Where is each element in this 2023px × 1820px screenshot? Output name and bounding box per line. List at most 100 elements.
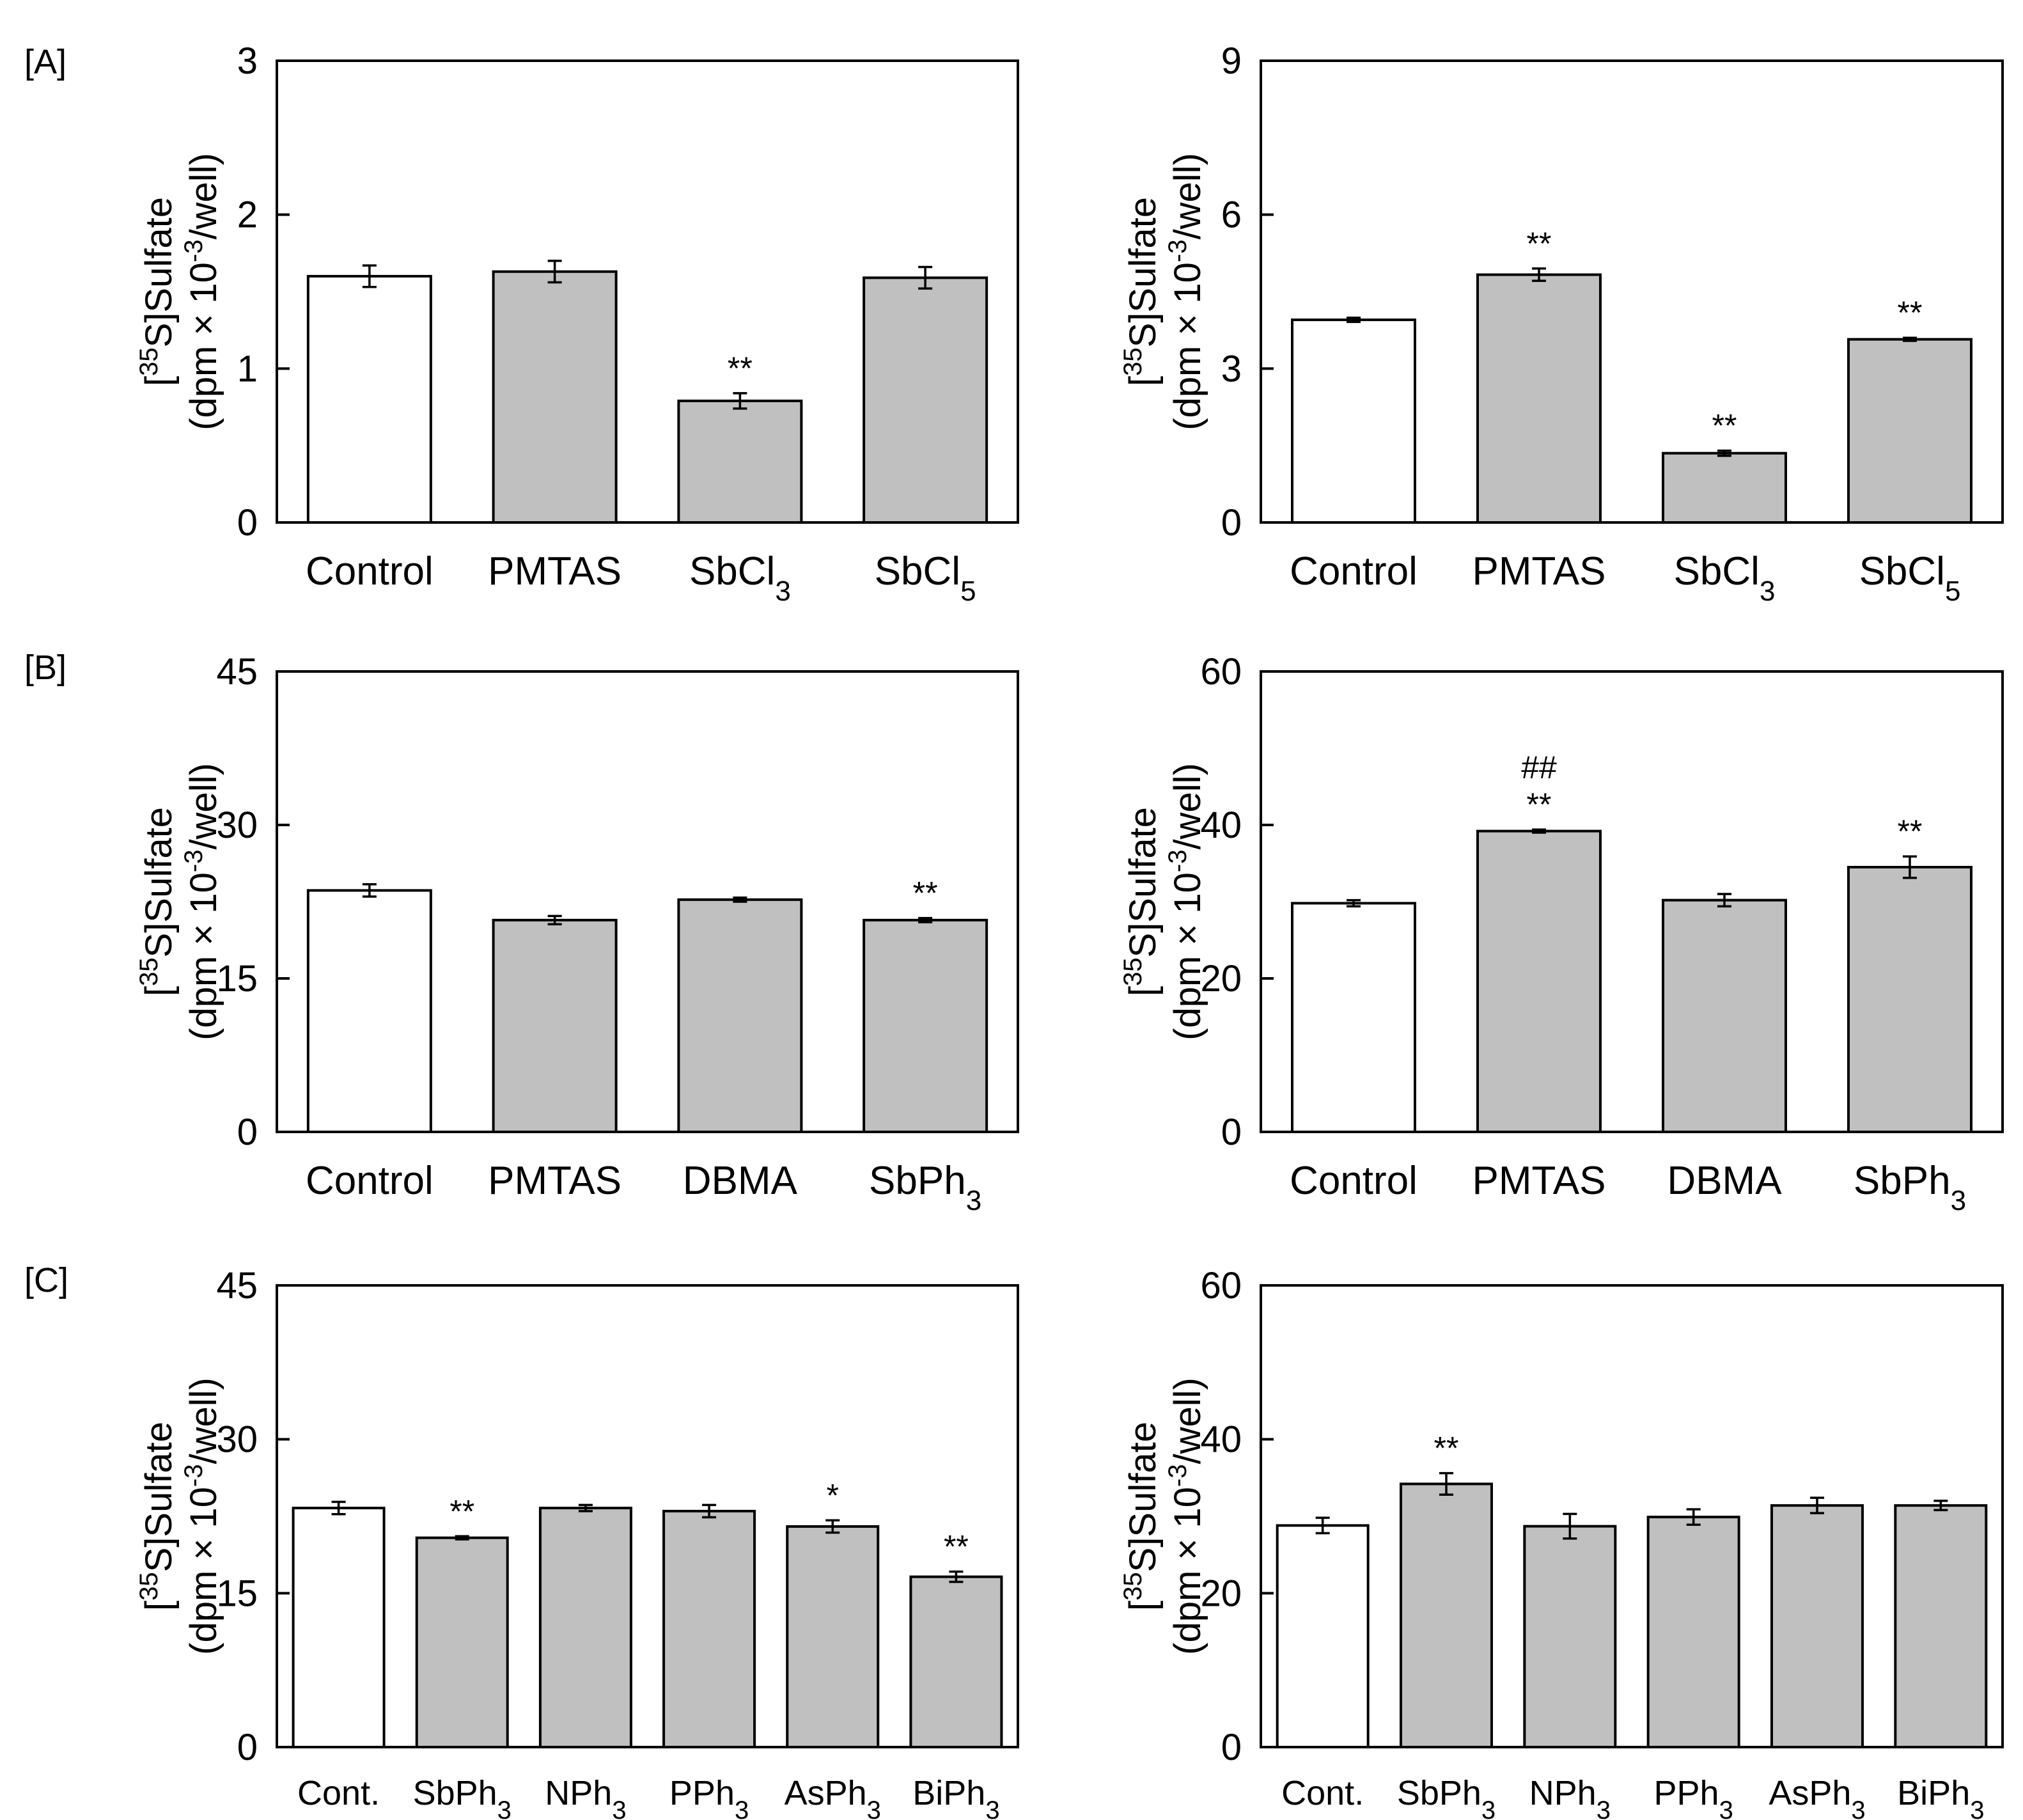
ylabel-superscript: 35: [1119, 347, 1147, 376]
y-tick-label: 0: [1221, 502, 1242, 544]
bar-sbph3: [1847, 866, 1972, 1133]
plot-frame: [276, 1284, 1019, 1748]
y-tick-label: 6: [1221, 194, 1242, 236]
panel-label: [B]: [24, 648, 66, 687]
x-category-label: AsPh3: [785, 1774, 881, 1820]
y-tick-label: 0: [1221, 1727, 1242, 1768]
panel-label: [A]: [24, 43, 66, 81]
significance-marker: **: [1712, 408, 1737, 444]
ylabel-text: S]Sulfate: [1122, 807, 1164, 957]
y-tick-label: 3: [237, 40, 258, 82]
error-bar: [1532, 828, 1546, 834]
category-name: PMTAS: [1472, 1159, 1606, 1203]
ylabel-text: S]Sulfate: [138, 1422, 180, 1572]
ylabel-superscript: 35: [1119, 1572, 1147, 1601]
significance-marker: **: [1527, 787, 1552, 822]
y-axis-label-units: (dpm × 10-3/well): [180, 763, 224, 1040]
x-category-label: NPh3: [545, 1774, 626, 1820]
ylabel-units-suffix: /well): [1167, 153, 1208, 239]
ylabel-superscript: 35: [135, 957, 163, 986]
x-category-label: Control: [306, 549, 434, 593]
ylabel-units-superscript: -3: [1164, 1464, 1192, 1487]
ylabel-units-superscript: -3: [1164, 850, 1192, 873]
ylabel-units-text: (dpm × 10: [1167, 1487, 1208, 1655]
x-category-label: SbPh3: [413, 1774, 512, 1820]
ylabel-bracket: [: [1122, 986, 1164, 996]
y-tick-label: 20: [1200, 1573, 1242, 1614]
y-tick-label: 60: [1200, 1265, 1242, 1306]
plot-frame: [276, 59, 1019, 524]
category-name: AsPh: [785, 1774, 867, 1812]
y-tick-label: 3: [1221, 348, 1242, 389]
ylabel-text: S]Sulfate: [138, 197, 180, 347]
category-name: Control: [306, 1159, 434, 1203]
bar-sbcl3: [1662, 451, 1787, 524]
bar-sbcl5: [863, 276, 988, 524]
y-axis-label: [35S]Sulfate: [1119, 1422, 1164, 1611]
ylabel-bracket: [: [138, 376, 180, 386]
y-tick-label: 0: [237, 1111, 258, 1153]
error-bar: [702, 1503, 717, 1519]
category-subscript: 3: [612, 1796, 626, 1820]
y-tick-label: 2: [237, 194, 258, 236]
category-name: DBMA: [683, 1159, 798, 1203]
bar-control: [1291, 902, 1416, 1134]
ylabel-bracket: [: [1122, 1601, 1164, 1611]
x-category-label: BiPh3: [1897, 1774, 1984, 1820]
y-axis-label: [35S]Sulfate: [135, 1422, 180, 1611]
category-subscript: 3: [1760, 576, 1775, 607]
category-subscript: 3: [1719, 1796, 1733, 1820]
y-axis-label-units: (dpm × 10-3/well): [180, 153, 224, 430]
x-category-label: SbCl3: [1674, 549, 1776, 607]
error-bar: [547, 260, 562, 284]
category-subscript: 3: [735, 1796, 749, 1820]
bar-nph3: [1523, 1525, 1617, 1748]
y-tick-label: 40: [1200, 1419, 1242, 1461]
ylabel-units-superscript: -3: [180, 1464, 208, 1487]
category-name: SbCl: [1674, 549, 1760, 593]
x-category-label: Control: [1290, 549, 1418, 593]
significance-marker: **: [913, 875, 938, 911]
category-name: NPh: [545, 1774, 612, 1812]
category-subscript: 3: [1597, 1796, 1611, 1820]
y-axis-label: [35S]Sulfate: [1119, 807, 1164, 996]
bar-pph3: [1646, 1516, 1740, 1749]
y-tick-label: 20: [1200, 958, 1242, 1000]
category-name: Cont.: [1281, 1774, 1364, 1812]
category-name: AsPh: [1769, 1774, 1851, 1812]
category-name: Control: [306, 549, 434, 593]
category-subscript: 3: [497, 1796, 512, 1820]
x-category-label: PPh3: [669, 1774, 749, 1820]
x-category-label: PMTAS: [488, 549, 621, 593]
x-category-label: AsPh3: [1769, 1774, 1865, 1820]
ylabel-units-superscript: -3: [180, 850, 208, 873]
ylabel-units-superscript: -3: [1164, 240, 1192, 263]
error-bar: [918, 265, 933, 290]
significance-marker: **: [1434, 1431, 1459, 1466]
error-bar: [331, 1500, 346, 1516]
bar-nph3: [538, 1507, 632, 1749]
ylabel-units-text: (dpm × 10: [183, 262, 224, 430]
ylabel-units-suffix: /well): [183, 153, 224, 239]
y-tick-label: 45: [216, 651, 258, 693]
error-bar: [362, 883, 377, 898]
y-tick-label: 30: [216, 804, 258, 846]
plot-frame: [1260, 670, 2004, 1133]
bar-sbcl5: [1847, 338, 1972, 524]
y-axis-label: [35S]Sulfate: [135, 807, 180, 996]
plot-frame: [1260, 1284, 2004, 1748]
bar-control: [1291, 318, 1416, 524]
bar-asph3: [1770, 1504, 1864, 1748]
error-bar: [1563, 1512, 1577, 1540]
error-bar: [1717, 449, 1731, 457]
category-name: Cont.: [297, 1774, 380, 1812]
significance-marker: **: [728, 350, 753, 386]
category-subscript: 3: [966, 1185, 981, 1216]
plot-frame: [276, 670, 1019, 1133]
category-subscript: 3: [1951, 1185, 1966, 1216]
error-bar: [1903, 855, 1917, 879]
ylabel-bracket: [: [1122, 376, 1164, 386]
bar-pmtas: [492, 918, 618, 1134]
